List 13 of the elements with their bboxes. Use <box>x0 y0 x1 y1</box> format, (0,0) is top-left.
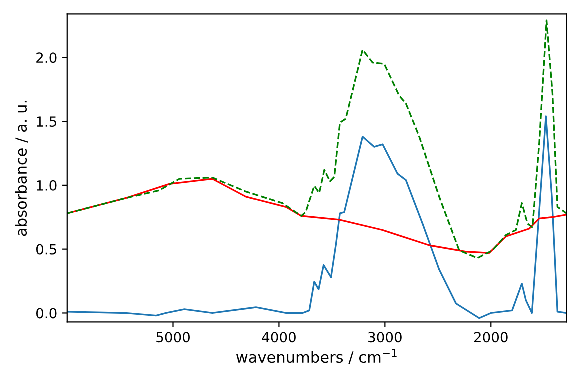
x-tick-label: 3000 <box>368 332 402 343</box>
line-series <box>67 116 567 320</box>
x-axis-title: wavenumbers / cm$^{−1}$ <box>236 349 397 364</box>
y-tick-label: 0.5 <box>36 244 56 255</box>
x-tick-label: 5000 <box>156 332 190 343</box>
x-tick-label: 4000 <box>262 332 296 343</box>
y-tick-label: 0.0 <box>36 308 57 319</box>
y-axis-title: absorbance / a. u. <box>15 101 28 236</box>
y-tick-label: 2.0 <box>36 52 57 64</box>
y-tick-label: 1.5 <box>37 116 56 128</box>
line-series <box>67 20 567 260</box>
y-tick-label: 1.0 <box>37 180 57 191</box>
x-tick-label: 2000 <box>474 332 508 343</box>
